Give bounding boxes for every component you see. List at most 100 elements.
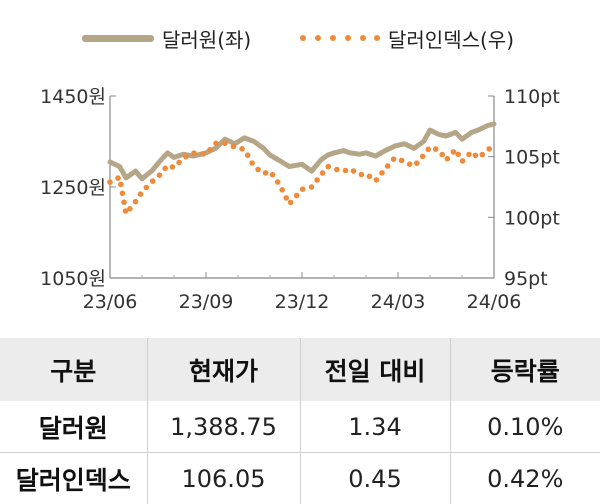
dxy-point bbox=[279, 187, 286, 193]
dxy-point bbox=[169, 164, 176, 170]
dxy-point bbox=[314, 177, 320, 183]
dxy-point bbox=[213, 140, 219, 147]
dxy-point bbox=[419, 153, 426, 160]
dxy-point bbox=[444, 155, 451, 162]
x-tick-label: 23/09 bbox=[179, 291, 234, 313]
col-header-category: 구분 bbox=[0, 338, 147, 401]
dxy-point bbox=[459, 158, 466, 164]
table-row: 달러인덱스 106.05 0.45 0.42% bbox=[0, 452, 600, 504]
dxy-point bbox=[414, 160, 420, 166]
dxy-point bbox=[222, 140, 228, 147]
y-left-tick-label: 1050원 bbox=[40, 268, 106, 290]
dxy-point bbox=[439, 151, 446, 158]
dxy-point bbox=[425, 146, 432, 153]
dxy-point bbox=[373, 177, 380, 183]
y-right-tick-label: 105pt bbox=[504, 147, 560, 169]
x-tick-label: 23/06 bbox=[83, 291, 138, 313]
dxy-point bbox=[287, 199, 294, 206]
table-row: 달러원 1,388.75 1.34 0.10% bbox=[0, 401, 600, 453]
dxy-point bbox=[299, 186, 306, 192]
dxy-point bbox=[390, 156, 397, 162]
legend-label-usdkrw: 달러원(좌) bbox=[162, 27, 252, 52]
legend-item-dxy: 달러인덱스(우) bbox=[300, 18, 514, 58]
dxy-point bbox=[466, 151, 472, 158]
line-chart: 1450원 1250원 1050원 110pt 105pt 100pt 95pt 23/06 2… bbox=[40, 86, 560, 313]
dxy-point bbox=[249, 160, 255, 166]
dxy-point bbox=[325, 163, 332, 170]
dxy-point bbox=[293, 192, 300, 199]
x-tick-label: 24/03 bbox=[371, 291, 426, 313]
dxy-point bbox=[107, 179, 113, 185]
table-header-row: 구분 현재가 전일 대비 등락률 bbox=[0, 338, 600, 401]
dxy-point bbox=[432, 146, 439, 152]
price-table: 구분 현재가 전일 대비 등락률 달러원 1,388.75 1.34 0.10%… bbox=[0, 338, 600, 504]
dxy-point bbox=[398, 157, 405, 164]
cell-rate: 0.42% bbox=[449, 452, 600, 504]
dxy-point bbox=[379, 170, 385, 176]
dxy-point bbox=[156, 172, 163, 178]
dxy-point bbox=[274, 179, 281, 185]
dxy-point bbox=[127, 206, 133, 212]
dxy-point bbox=[283, 195, 290, 201]
dxy-point bbox=[350, 168, 357, 174]
legend-label-dxy: 달러인덱스(우) bbox=[388, 27, 515, 52]
dxy-point bbox=[119, 190, 126, 197]
col-header-rate: 등락률 bbox=[449, 338, 600, 401]
legend-swatch-solid bbox=[82, 34, 154, 42]
dxy-point bbox=[176, 159, 182, 166]
dxy-point bbox=[115, 175, 121, 181]
row-label: 달러인덱스 bbox=[15, 465, 131, 495]
x-tick-label: 23/12 bbox=[275, 291, 330, 313]
dxy-point bbox=[384, 163, 391, 169]
dxy-point bbox=[121, 199, 127, 205]
dxy-point bbox=[207, 147, 213, 153]
dxy-point bbox=[319, 170, 326, 176]
col-header-price: 현재가 bbox=[146, 338, 300, 401]
dxy-point bbox=[342, 167, 349, 174]
x-tick-label: 24/06 bbox=[467, 291, 522, 313]
dxy-point bbox=[479, 151, 486, 158]
dxy-point bbox=[230, 143, 237, 150]
dxy-point bbox=[308, 184, 315, 190]
chart-legend: 달러원(좌) 달러인덱스(우) bbox=[0, 18, 600, 58]
dxy-point bbox=[143, 184, 150, 191]
row-label: 달러원 bbox=[0, 401, 147, 453]
dxy-point bbox=[358, 171, 365, 178]
series-usdkrw-line bbox=[107, 121, 497, 182]
dxy-point bbox=[269, 171, 276, 178]
dxy-point bbox=[122, 208, 129, 214]
dxy-point bbox=[486, 146, 493, 152]
y-left-tick-label: 1250원 bbox=[40, 177, 106, 199]
dxy-point bbox=[183, 153, 189, 160]
dxy-point bbox=[472, 152, 479, 159]
dxy-point bbox=[149, 178, 156, 184]
dxy-point bbox=[132, 198, 139, 205]
dxy-point bbox=[406, 161, 413, 167]
dxy-point bbox=[239, 146, 245, 152]
legend-item-usdkrw: 달러원(좌) bbox=[82, 18, 251, 58]
dxy-point bbox=[455, 151, 462, 158]
y-right-tick-label: 95pt bbox=[504, 268, 548, 290]
dxy-point bbox=[450, 149, 457, 155]
cell-price: 1,388.75 bbox=[146, 401, 300, 453]
series-dxy-dots bbox=[107, 140, 493, 214]
cell-change: 0.45 bbox=[299, 452, 450, 504]
dxy-point bbox=[244, 152, 251, 158]
dxy-point bbox=[255, 166, 261, 173]
y-right-tick-label: 110pt bbox=[504, 86, 560, 108]
cell-change: 1.34 bbox=[299, 401, 450, 453]
dxy-point bbox=[191, 150, 197, 156]
y-left-tick-label: 1450원 bbox=[40, 86, 106, 108]
chart-axes: 1450원 1250원 1050원 110pt 105pt 100pt 95pt 23/06 2… bbox=[40, 86, 560, 313]
series-layer bbox=[107, 121, 497, 214]
dxy-point bbox=[118, 181, 124, 188]
y-right-tick-label: 100pt bbox=[504, 207, 560, 229]
dxy-point bbox=[262, 170, 269, 176]
dxy-point bbox=[137, 191, 144, 197]
dxy-point bbox=[334, 166, 340, 173]
cell-rate: 0.10% bbox=[449, 401, 600, 453]
legend-swatch-dotted bbox=[300, 33, 380, 43]
col-header-change: 전일 대비 bbox=[299, 338, 450, 401]
dxy-point bbox=[200, 151, 206, 157]
dxy-point bbox=[366, 173, 373, 180]
